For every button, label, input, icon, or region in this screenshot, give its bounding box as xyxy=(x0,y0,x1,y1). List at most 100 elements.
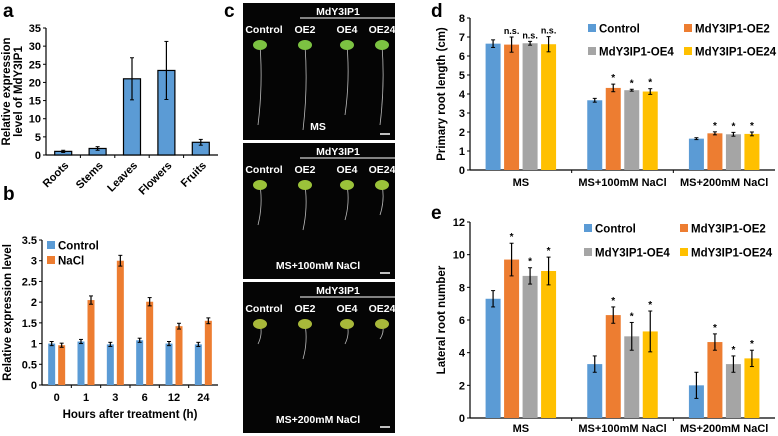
significance-mark: * xyxy=(731,345,735,356)
y-tick-label: 10 xyxy=(29,114,41,126)
bar xyxy=(116,260,124,385)
bar xyxy=(504,259,520,418)
bar xyxy=(48,343,56,385)
line-label: OE24 xyxy=(369,303,396,315)
legend-swatch xyxy=(47,241,55,249)
y-axis-label: level of MdY3IP1 xyxy=(13,46,25,137)
bar xyxy=(587,364,603,418)
transgenic-group-label: MdY3IP1 xyxy=(316,146,360,158)
bar xyxy=(165,343,173,385)
legend-label: MdY3IP1-OE24 xyxy=(691,248,773,260)
x-tick-label: 12 xyxy=(168,392,180,404)
seedling-leaves xyxy=(253,40,267,50)
bar xyxy=(707,342,723,418)
significance-mark: * xyxy=(648,300,652,311)
significance-mark: * xyxy=(547,246,551,257)
line-label: OE4 xyxy=(336,303,357,315)
line-label: OE4 xyxy=(336,164,357,176)
bar xyxy=(725,364,741,418)
y-tick-label: 6 xyxy=(459,315,465,327)
line-label: Control xyxy=(245,303,282,315)
transgenic-group-label: MdY3IP1 xyxy=(316,285,360,297)
seedling-leaves xyxy=(298,40,312,50)
seedling-photo xyxy=(243,3,395,140)
seedling-leaves xyxy=(340,180,354,190)
y-tick-label: 12 xyxy=(453,217,465,229)
y-tick-label: 4 xyxy=(459,348,466,360)
bar xyxy=(707,133,723,170)
bar xyxy=(504,44,520,170)
y-tick-label: 1.5 xyxy=(22,318,37,330)
seedling-leaves xyxy=(253,319,267,329)
photo-panel-c-seedlings: MdY3IP1 Control OE2 OE4 OE24 MS MdY3IP1 Control… xyxy=(243,3,396,433)
line-label: OE2 xyxy=(294,303,315,315)
bar xyxy=(146,301,154,385)
y-tick-label: 8 xyxy=(459,282,465,294)
y-tick-label: 15 xyxy=(29,96,41,108)
panel-label-a: a xyxy=(3,1,14,22)
y-tick-label: 0 xyxy=(459,413,465,425)
line-label: OE24 xyxy=(369,164,396,176)
bar xyxy=(58,345,66,385)
x-tick-label: Fruits xyxy=(179,160,209,190)
legend-swatch xyxy=(47,256,55,264)
bar xyxy=(688,385,704,418)
condition-label: MS+100mM NaCl xyxy=(276,260,360,272)
panel-label-c: c xyxy=(224,1,235,22)
panel-label-b: b xyxy=(3,184,15,205)
y-axis-label: Relative expression xyxy=(1,37,13,145)
x-tick-label: Flowers xyxy=(137,160,175,198)
chart-b-salt-time-course: 0 0.5 1 1.5 2 2.5 3 3.5 Relative expression leve… xyxy=(2,235,218,421)
x-tick-label: Leaves xyxy=(105,160,140,195)
x-tick-label: MS+200mM NaCl xyxy=(680,423,768,435)
panel-label-d: d xyxy=(431,1,443,22)
y-tick-label: 2.5 xyxy=(22,276,37,288)
line-label: Control xyxy=(245,164,282,176)
legend-label: Control xyxy=(599,24,640,36)
chart-a-tissue-expression: 0 5 10 15 20 25 30 35 Relative expression level o… xyxy=(1,23,218,198)
x-tick-label: Stems xyxy=(74,160,106,192)
significance-mark: * xyxy=(648,78,652,89)
root xyxy=(257,44,262,126)
y-tick-label: 20 xyxy=(29,77,41,89)
seedling-photo xyxy=(243,282,395,433)
y-tick-label: 7 xyxy=(459,32,465,44)
bar xyxy=(725,134,741,170)
condition-label: MS xyxy=(310,121,326,133)
seedling-leaves xyxy=(298,180,312,190)
seedling-leaves xyxy=(375,180,389,190)
significance-mark: * xyxy=(713,121,717,132)
transgenic-group-label: MdY3IP1 xyxy=(316,6,360,18)
root xyxy=(379,44,384,126)
significance-mark: * xyxy=(611,296,615,307)
significance-mark: * xyxy=(750,339,754,350)
line-label: OE4 xyxy=(336,24,357,36)
line-label: Control xyxy=(245,24,282,36)
y-tick-label: 8 xyxy=(459,13,465,25)
y-tick-label: 35 xyxy=(29,23,41,35)
y-tick-label: 0.5 xyxy=(22,359,37,371)
root xyxy=(344,44,349,116)
significance-mark: n.s. xyxy=(504,26,520,36)
line-label: OE2 xyxy=(294,24,315,36)
seedling-leaves xyxy=(375,319,389,329)
y-tick-label: 1 xyxy=(31,339,37,351)
legend-swatch xyxy=(684,47,692,55)
legend-label: MdY3IP1-OE2 xyxy=(691,224,766,236)
panel-label-e: e xyxy=(431,203,442,224)
y-tick-label: 0 xyxy=(35,150,41,162)
significance-mark: * xyxy=(630,78,634,89)
significance-mark: * xyxy=(528,257,532,268)
chart-e-lateral-root-number: 0 2 4 6 8 10 12 Lateral root number MS * * * MS+100m… xyxy=(436,217,775,435)
x-tick-label: Roots xyxy=(41,160,72,191)
condition-label: MS+200mM NaCl xyxy=(276,414,360,426)
x-tick-label: 24 xyxy=(197,392,210,404)
x-tick-label: MS xyxy=(513,177,530,189)
y-axis-label: Lateral root number xyxy=(436,265,448,374)
y-tick-label: 5 xyxy=(459,70,465,82)
y-tick-label: 30 xyxy=(29,41,41,53)
x-tick-label: 3 xyxy=(112,392,118,404)
legend-label: Control xyxy=(595,224,636,236)
bar xyxy=(522,275,538,418)
